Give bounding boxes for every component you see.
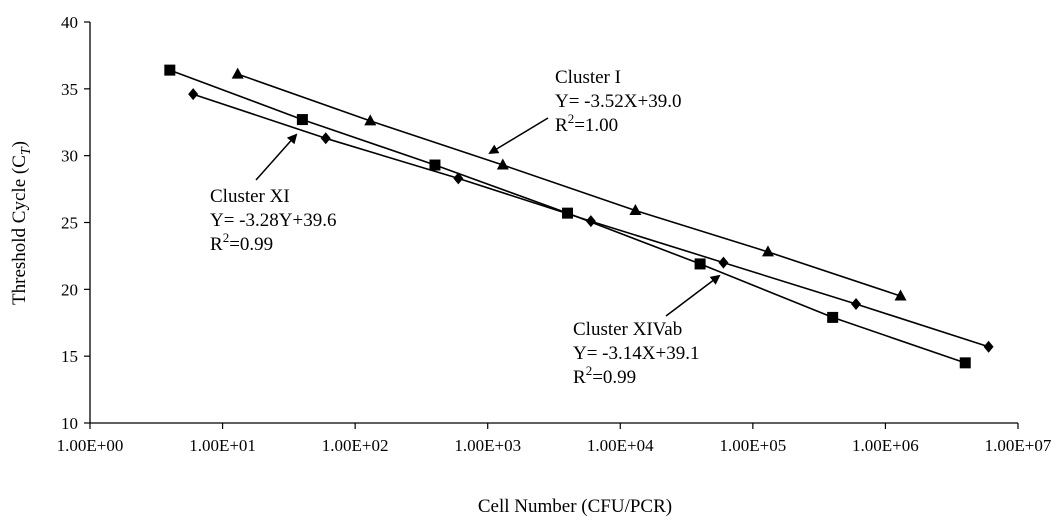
cluster-i-r-squared: R2=1.00 — [555, 111, 618, 136]
y-tick-label: 35 — [61, 80, 78, 99]
tick-labels: 10 15 20 25 30 35 40 1.00E+00 1.00E+01 1.00E+02 1.… — [57, 13, 1052, 455]
triangle-point — [496, 158, 509, 170]
r-squared-prefix: R — [555, 115, 568, 136]
r-squared-exponent: 2 — [223, 230, 230, 245]
x-tick-label: 1.00E+05 — [719, 436, 786, 455]
square-point — [694, 258, 706, 270]
triangle-point — [231, 67, 244, 79]
cluster-i-equation: Y= -3.52X+39.0 — [555, 91, 681, 112]
x-tick-label: 1.00E+02 — [322, 436, 389, 455]
square-point — [429, 159, 441, 171]
cluster-xivab-r-squared: R2=0.99 — [573, 363, 636, 388]
y-tick-label: 15 — [61, 347, 78, 366]
y-axis-title-end: ) — [9, 141, 30, 147]
square-point — [827, 311, 839, 323]
x-tick-label: 1.00E+06 — [852, 436, 919, 455]
r-squared-exponent: 2 — [586, 363, 593, 378]
diamond-point — [585, 215, 596, 228]
x-axis-title: Cell Number (CFU/PCR) — [478, 496, 672, 517]
square-point — [959, 357, 971, 369]
triangle-point — [629, 203, 642, 215]
diamond-point — [453, 172, 464, 185]
cluster-xi-r-squared: R2=0.99 — [210, 230, 273, 255]
cluster-i-label: Cluster I — [555, 67, 621, 88]
r-squared-prefix: R — [210, 234, 223, 255]
square-point — [164, 64, 176, 76]
x-tick-label: 1.00E+01 — [189, 436, 256, 455]
series-group — [164, 64, 994, 369]
y-tick-label: 25 — [61, 214, 78, 233]
cluster-xivab-label: Cluster XIVab — [573, 319, 682, 340]
cluster-xivab-equation: Y= -3.14X+39.1 — [573, 343, 699, 364]
axes — [84, 21, 1019, 429]
y-tick-label: 30 — [61, 147, 78, 166]
x-tick-label: 1.00E+03 — [454, 436, 521, 455]
x-tick-label: 1.00E+04 — [587, 436, 654, 455]
y-axis-title-main: Threshold Cycle (C — [9, 155, 30, 305]
triangle-point — [894, 289, 907, 301]
cluster-xi-label: Cluster XI — [210, 186, 290, 207]
r-squared-value: =1.00 — [574, 115, 618, 136]
square-point — [296, 114, 308, 126]
diamond-point — [188, 88, 199, 101]
y-axis-title-subscript: T — [19, 146, 34, 155]
r-squared-exponent: 2 — [568, 111, 575, 126]
square-point — [562, 207, 574, 219]
x-tick-label: 1.00E+00 — [57, 436, 124, 455]
cluster-xi-arrow — [255, 133, 298, 181]
y-tick-label: 10 — [61, 414, 78, 433]
r-squared-prefix: R — [573, 367, 586, 388]
cluster-i-line — [237, 73, 901, 297]
triangle-point — [761, 245, 774, 257]
diamond-point — [718, 256, 729, 269]
cluster-xi-equation: Y= -3.28Y+39.6 — [210, 210, 336, 231]
y-tick-label: 40 — [61, 13, 78, 32]
y-tick-label: 20 — [61, 280, 78, 299]
diamond-point — [851, 298, 862, 311]
r-squared-value: =0.99 — [592, 367, 636, 388]
x-tick-label: 1.00E+07 — [985, 436, 1052, 455]
cluster-i-arrow — [488, 117, 549, 155]
cluster-xivab-arrow — [665, 274, 721, 317]
diamond-point — [983, 340, 994, 353]
r-squared-value: =0.99 — [229, 234, 273, 255]
y-axis-title: Threshold Cycle (CT) — [9, 141, 34, 305]
triangle-point — [364, 114, 377, 126]
diamond-point — [320, 132, 331, 145]
